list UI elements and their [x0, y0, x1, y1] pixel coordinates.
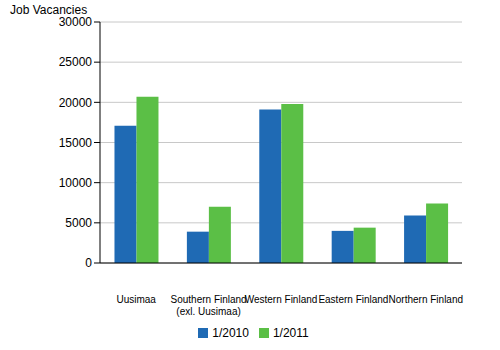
svg-text:(exl. Uusimaa): (exl. Uusimaa): [176, 306, 240, 317]
svg-text:Uusimaa: Uusimaa: [116, 294, 156, 305]
html-text:Job Vacancies: Job Vacancies: [10, 3, 88, 17]
svg-text:15000: 15000: [59, 136, 93, 150]
svg-text:0: 0: [85, 256, 92, 270]
svg-text:10000: 10000: [59, 176, 93, 190]
html-text:1/2011: 1/2011: [272, 326, 309, 340]
svg-text:Northern Finland: Northern Finland: [389, 294, 463, 305]
svg-text:5000: 5000: [65, 216, 92, 230]
svg-text:Southern Finland: Southern Finland: [171, 294, 247, 305]
html-text:1/2010: 1/2010: [212, 326, 249, 340]
svg-text:30000: 30000: [59, 15, 93, 29]
svg-text:Western Finland: Western Finland: [245, 294, 318, 305]
svg-text:25000: 25000: [59, 55, 93, 69]
svg-text:Eastern Finland: Eastern Finland: [318, 294, 388, 305]
svg-text:20000: 20000: [59, 96, 93, 110]
